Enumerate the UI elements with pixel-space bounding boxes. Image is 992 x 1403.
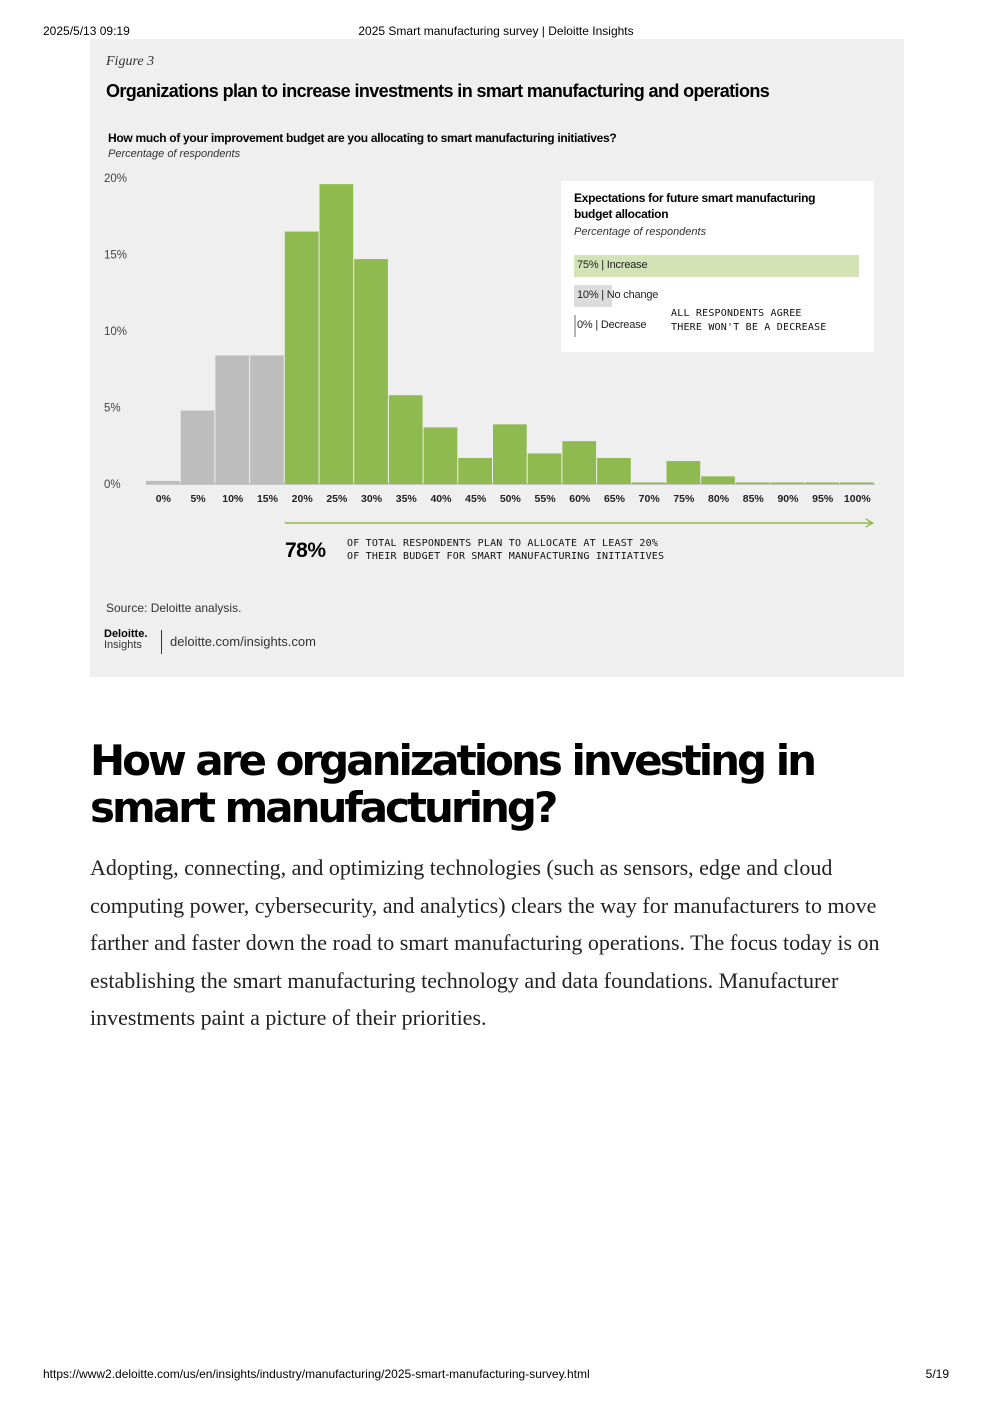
inset-bar-no-change bbox=[574, 285, 612, 307]
y-tick-label: 20% bbox=[104, 173, 127, 185]
source-note: Source: Deloitte analysis. bbox=[106, 601, 242, 615]
bar-10pct bbox=[215, 355, 250, 484]
bar-15pct bbox=[250, 355, 284, 484]
x-tick-label: 25% bbox=[326, 493, 348, 505]
range-arrow-head bbox=[865, 518, 875, 528]
logo-wordmark: Deloitte. bbox=[104, 628, 148, 640]
x-tick-label: 80% bbox=[708, 493, 730, 505]
x-tick-label: 60% bbox=[569, 493, 591, 505]
x-tick-label: 55% bbox=[535, 493, 557, 505]
x-tick-label: 100% bbox=[844, 493, 872, 505]
bar-85pct bbox=[735, 482, 770, 484]
x-tick-label: 65% bbox=[604, 493, 626, 505]
inset-annotation-line2: THERE WON'T BE A DECREASE bbox=[671, 322, 827, 333]
bar-75pct bbox=[666, 461, 701, 484]
x-tick-label: 0% bbox=[156, 493, 172, 505]
inset-label-decrease: 0% | Decrease bbox=[577, 319, 647, 331]
inset-annotation: ALL RESPONDENTS AGREE THERE WON'T BE A D… bbox=[671, 307, 827, 335]
body-paragraph: Adopting, connecting, and optimizing tec… bbox=[90, 855, 880, 1030]
bar-90pct bbox=[770, 482, 805, 484]
x-tick-label: 50% bbox=[500, 493, 522, 505]
x-tick-label: 15% bbox=[257, 493, 279, 505]
bar-95pct bbox=[805, 482, 839, 484]
bar-60pct bbox=[562, 441, 597, 484]
bar-0pct bbox=[146, 480, 180, 484]
callout-number: 78% bbox=[285, 539, 326, 562]
bar-40pct bbox=[423, 427, 458, 484]
bar-35pct bbox=[388, 395, 423, 484]
histogram-chart: 0% 5% 10% 15% 20% 25% 30% 35% 40% 45% 50% 55% 60% 65%… bbox=[104, 173, 875, 528]
inset-subtitle: Percentage of respondents bbox=[574, 226, 707, 238]
bar-20pct bbox=[284, 231, 319, 484]
print-footer: https://www2.deloitte.com/us/en/insights… bbox=[43, 1367, 949, 1381]
chart-question-subtitle: Percentage of respondents bbox=[108, 148, 241, 160]
page-number: 5/19 bbox=[925, 1367, 949, 1381]
x-tick-label: 95% bbox=[812, 493, 834, 505]
bar-55pct bbox=[527, 453, 562, 484]
x-tick-label: 85% bbox=[743, 493, 765, 505]
section-heading: How are organizations investing in smart… bbox=[90, 736, 817, 832]
callout-line1: OF TOTAL RESPONDENTS PLAN TO ALLOCATE AT… bbox=[347, 538, 659, 549]
bar-100pct bbox=[840, 482, 874, 484]
bar-80pct bbox=[701, 476, 735, 484]
inset-bar-increase bbox=[574, 255, 859, 277]
brand-url: deloitte.com/insights.com bbox=[170, 634, 316, 649]
x-tick-label: 35% bbox=[396, 493, 418, 505]
bar-5pct bbox=[180, 410, 215, 484]
bar-65pct bbox=[597, 457, 631, 484]
x-tick-label: 30% bbox=[361, 493, 383, 505]
x-tick-label: 90% bbox=[777, 493, 799, 505]
x-tick-label: 75% bbox=[673, 493, 695, 505]
bar-50pct bbox=[493, 424, 527, 484]
bar-70pct bbox=[631, 482, 666, 484]
figure-title: Organizations plan to increase investmen… bbox=[106, 81, 770, 101]
deloitte-insights-logo: Deloitte. Insights bbox=[104, 629, 158, 651]
inset-label-increase: 75% | Increase bbox=[577, 259, 648, 271]
logo-subtitle: Insights bbox=[104, 639, 142, 651]
x-tick-label: 70% bbox=[639, 493, 661, 505]
inset-title: Expectations for future smart manufactur… bbox=[574, 191, 816, 221]
print-header: 2025/5/13 09:19 2025 Smart manufacturing… bbox=[43, 24, 949, 38]
figure-label: Figure 3 bbox=[106, 54, 155, 69]
print-date: 2025/5/13 09:19 bbox=[43, 24, 130, 38]
chart-question: How much of your improvement budget are … bbox=[108, 131, 617, 145]
callout-line2: OF THEIR BUDGET FOR SMART MANUFACTURING … bbox=[347, 551, 665, 562]
figure: Figure 3 Organizations plan to increase … bbox=[90, 39, 904, 677]
inset-annotation-line1: ALL RESPONDENTS AGREE bbox=[671, 308, 802, 319]
bar-45pct bbox=[458, 457, 492, 484]
x-tick-label: 20% bbox=[292, 493, 314, 505]
print-url: https://www2.deloitte.com/us/en/insights… bbox=[43, 1367, 590, 1381]
callout-text: OF TOTAL RESPONDENTS PLAN TO ALLOCATE AT… bbox=[347, 537, 777, 563]
bar-25pct bbox=[319, 184, 354, 484]
x-tick-label: 40% bbox=[430, 493, 452, 505]
x-tick-label: 45% bbox=[465, 493, 487, 505]
y-tick-label: 15% bbox=[104, 250, 127, 262]
x-tick-label: 10% bbox=[222, 493, 244, 505]
inset-bar-decrease bbox=[574, 315, 576, 337]
y-tick-label: 0% bbox=[104, 479, 121, 491]
brand-divider bbox=[161, 630, 162, 654]
print-page-title: 2025 Smart manufacturing survey | Deloit… bbox=[358, 24, 634, 38]
x-tick-label: 5% bbox=[190, 493, 206, 505]
inset-panel: Expectations for future smart manufactur… bbox=[561, 181, 874, 352]
bar-30pct bbox=[354, 259, 388, 484]
inset-label-no-change: 10% | No change bbox=[577, 289, 659, 301]
y-tick-label: 10% bbox=[104, 326, 127, 338]
y-tick-label: 5% bbox=[104, 403, 121, 415]
